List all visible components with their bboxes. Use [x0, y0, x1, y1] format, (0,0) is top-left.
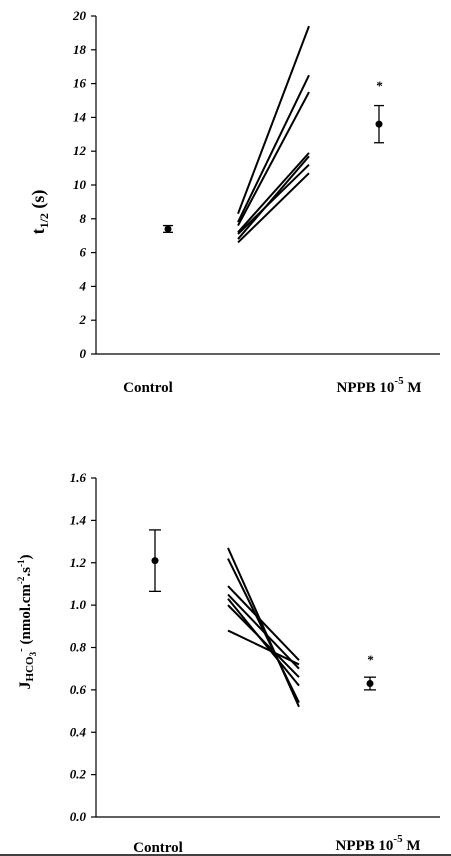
top-paired-line: [237, 155, 310, 240]
top-category-nppb: NPPB 10-5 M: [336, 375, 421, 396]
top-paired-line: [237, 152, 310, 233]
bot-paired-line: [227, 585, 300, 661]
top-y-title-main: t: [28, 228, 48, 234]
bot-y-tick-label: 0.2: [70, 767, 87, 782]
bot-y-tick-label: 1.0: [70, 597, 87, 612]
top-y-tick-label: 14: [73, 109, 87, 124]
top-y-ticks: 0 2 4 6 8 10 12 14 16 18 20: [72, 8, 96, 361]
top-means: [163, 104, 384, 233]
top-y-tick-label: 2: [79, 312, 87, 327]
top-mean-point: [375, 120, 383, 128]
top-mean-point: [164, 225, 172, 233]
bottom-y-title-sub3: 3: [28, 651, 38, 656]
bottom-nppb-unit: M: [403, 838, 421, 854]
bottom-y-title-sup-minus: -: [15, 648, 27, 652]
top-y-tick-label: 10: [73, 177, 87, 192]
top-y-tick-label: 16: [73, 76, 87, 91]
bot-y-tick-label: 0.8: [70, 640, 87, 655]
bottom-nppb-exp: -5: [393, 833, 403, 845]
top-paired-line: [237, 74, 310, 223]
bottom-paired-lines: [227, 547, 300, 708]
bot-paired-line: [227, 629, 300, 666]
top-y-tick-label: 0: [80, 346, 87, 361]
top-y-tick-label: 4: [79, 278, 87, 293]
top-paired-line: [237, 164, 310, 235]
bot-y-tick-label: 1.2: [70, 555, 87, 570]
top-nppb-main: NPPB 10: [336, 380, 394, 396]
bot-paired-line: [227, 593, 300, 670]
top-paired-line: [237, 172, 310, 244]
top-nppb-exp: -5: [394, 375, 404, 387]
top-y-tick-label: 8: [80, 211, 87, 226]
top-y-tick-label: 20: [72, 8, 87, 23]
bottom-y-title-s: .s: [18, 567, 34, 577]
top-y-axis-title: t1/2 (s): [28, 190, 51, 235]
bottom-means: [149, 529, 376, 691]
bot-y-tick-label: 0.6: [70, 682, 87, 697]
bottom-y-title-close: ): [18, 555, 34, 560]
bot-y-tick-label: 0.0: [70, 809, 87, 824]
bottom-y-title-main: J: [17, 681, 34, 689]
top-panel: 0 2 4 6 8 10 12 14 16 18 20 * t1/2 (s) Control NPP…: [28, 8, 440, 396]
bottom-category-control: Control: [133, 840, 183, 856]
bot-y-tick-label: 1.6: [70, 470, 87, 485]
bottom-nppb-main: NPPB 10: [335, 838, 393, 854]
bottom-panel: 0.0 0.2 0.4 0.6 0.8 1.0 1.2 1.4 1.6 * JHCO3- (nm…: [15, 470, 440, 856]
bottom-y-title-unit: (nmol.cm: [18, 584, 34, 649]
top-y-tick-label: 6: [80, 245, 87, 260]
bottom-significance-star: *: [367, 652, 374, 667]
top-paired-line: [237, 25, 310, 215]
bottom-y-title-sup-m1: -1: [16, 559, 26, 567]
top-y-tick-label: 18: [73, 42, 87, 57]
bottom-y-title-sup-m2: -2: [16, 576, 26, 584]
top-paired-lines: [237, 25, 310, 244]
top-y-title-sub: 1/2: [37, 213, 51, 228]
bottom-y-ticks: 0.0 0.2 0.4 0.6 0.8 1.0 1.2 1.4 1.6: [70, 470, 96, 824]
bot-paired-line: [227, 604, 300, 678]
bot-y-tick-label: 1.4: [70, 512, 87, 527]
bot-mean-point: [366, 680, 374, 688]
top-y-tick-label: 12: [73, 143, 87, 158]
bottom-y-title-hco: HCO: [24, 656, 36, 682]
bot-y-tick-label: 0.4: [70, 724, 87, 739]
top-category-control: Control: [123, 380, 173, 396]
top-significance-star: *: [376, 78, 383, 93]
bottom-y-axis-title: JHCO3- (nmol.cm-2.s-1): [15, 555, 38, 690]
bot-mean-point: [151, 557, 159, 565]
top-paired-line: [237, 91, 310, 227]
top-nppb-unit: M: [404, 380, 422, 396]
top-y-title-unit: (s): [28, 190, 49, 214]
bottom-category-nppb: NPPB 10-5 M: [335, 833, 420, 854]
